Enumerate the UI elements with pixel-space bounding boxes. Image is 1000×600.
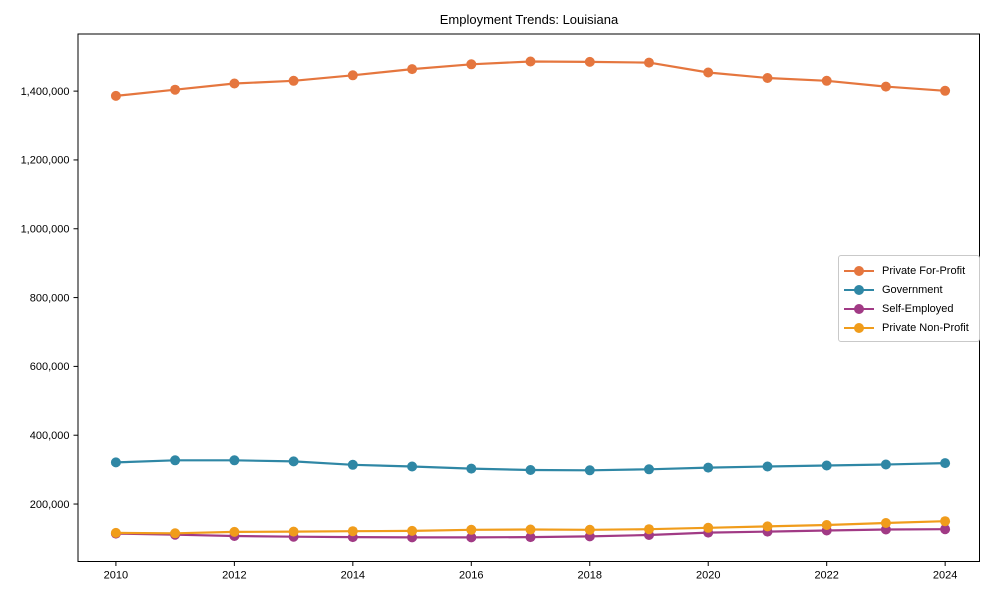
data-point-private-non-profit: [821, 520, 832, 530]
data-point-private-non-profit: [229, 526, 240, 537]
data-point-private-for-profit: [940, 85, 951, 96]
data-point-government: [762, 461, 773, 472]
data-point-private-for-profit: [762, 73, 773, 83]
y-axis-tick-label: 200,000: [30, 499, 70, 511]
legend-item-self-employed: Self-Employed: [844, 299, 979, 318]
data-point-private-for-profit: [821, 75, 832, 86]
x-axis-tick-label: 2010: [104, 570, 128, 582]
legend-item-label: Private Non-Profit: [882, 322, 969, 335]
data-point-private-for-profit: [584, 56, 595, 67]
data-point-private-for-profit: [407, 64, 418, 75]
data-point-self-employed: [525, 532, 536, 543]
legend: Private For-Profit Government Self-Emplo…: [838, 255, 980, 342]
data-point-government: [940, 458, 951, 469]
data-point-government: [288, 456, 299, 467]
legend-line-marker-icon: [844, 284, 874, 296]
data-point-government: [466, 463, 477, 474]
data-point-private-non-profit: [288, 526, 299, 537]
data-point-self-employed: [466, 532, 477, 543]
legend-line-marker-icon: [844, 322, 874, 334]
data-point-private-non-profit: [525, 524, 536, 535]
legend-item-government: Government: [844, 280, 979, 299]
legend-item-label: Government: [882, 283, 943, 296]
data-point-government: [347, 459, 358, 470]
data-point-government: [584, 465, 595, 476]
data-point-private-non-profit: [880, 518, 891, 528]
data-point-private-for-profit: [525, 56, 536, 67]
x-axis-tick-label: 2014: [341, 570, 365, 582]
series-line-private-for-profit: [114, 60, 947, 98]
data-point-private-for-profit: [229, 78, 240, 89]
legend-item-label: Self-Employed: [882, 302, 954, 315]
data-point-self-employed: [940, 524, 951, 535]
x-axis-tick-label: 2018: [578, 570, 602, 582]
data-point-private-for-profit: [347, 70, 358, 81]
data-point-private-non-profit: [644, 524, 654, 535]
data-point-private-for-profit: [288, 75, 299, 86]
data-point-government: [821, 460, 832, 471]
y-axis-tick-label: 1,000,000: [21, 224, 70, 236]
data-point-private-non-profit: [584, 524, 595, 535]
y-axis-tick-label: 1,400,000: [21, 86, 70, 98]
legend-item-private-for-profit: Private For-Profit: [844, 261, 979, 280]
y-axis-tick-label: 1,200,000: [21, 155, 70, 167]
y-axis-tick-label: 400,000: [30, 430, 70, 442]
data-point-government: [644, 464, 654, 475]
legend-line-marker-icon: [844, 303, 874, 315]
data-point-private-non-profit: [703, 522, 714, 533]
data-point-private-non-profit: [940, 516, 951, 527]
data-point-government: [703, 462, 714, 473]
legend-item-private-non-profit: Private Non-Profit: [844, 319, 979, 338]
x-axis-tick-label: 2012: [222, 570, 246, 582]
data-point-private-for-profit: [644, 57, 654, 68]
data-point-government: [170, 455, 181, 466]
data-point-private-for-profit: [703, 67, 714, 78]
x-axis-tick-label: 2024: [933, 570, 957, 582]
data-point-government: [880, 459, 891, 470]
data-point-government: [407, 461, 418, 472]
legend-line-marker-icon: [844, 265, 874, 277]
data-point-government: [229, 455, 240, 466]
y-axis-tick-label: 800,000: [30, 292, 70, 304]
data-point-private-for-profit: [110, 90, 121, 101]
x-axis-tick-label: 2016: [459, 570, 483, 582]
chart-title: Employment Trends: Louisiana: [439, 12, 619, 27]
data-point-private-non-profit: [762, 521, 773, 532]
data-point-government: [110, 457, 121, 468]
data-point-private-non-profit: [407, 525, 418, 536]
data-point-private-non-profit: [347, 526, 358, 537]
data-point-government: [525, 465, 536, 475]
data-point-private-for-profit: [170, 84, 181, 95]
data-point-private-non-profit: [466, 524, 477, 535]
x-axis-tick-label: 2020: [696, 570, 720, 582]
x-axis-tick-label: 2022: [814, 570, 838, 582]
data-point-private-for-profit: [466, 59, 477, 70]
data-point-private-non-profit: [170, 528, 181, 539]
y-axis-tick-label: 600,000: [30, 361, 70, 373]
legend-item-label: Private For-Profit: [882, 264, 966, 277]
data-point-private-for-profit: [880, 81, 891, 92]
data-point-private-non-profit: [110, 527, 121, 538]
